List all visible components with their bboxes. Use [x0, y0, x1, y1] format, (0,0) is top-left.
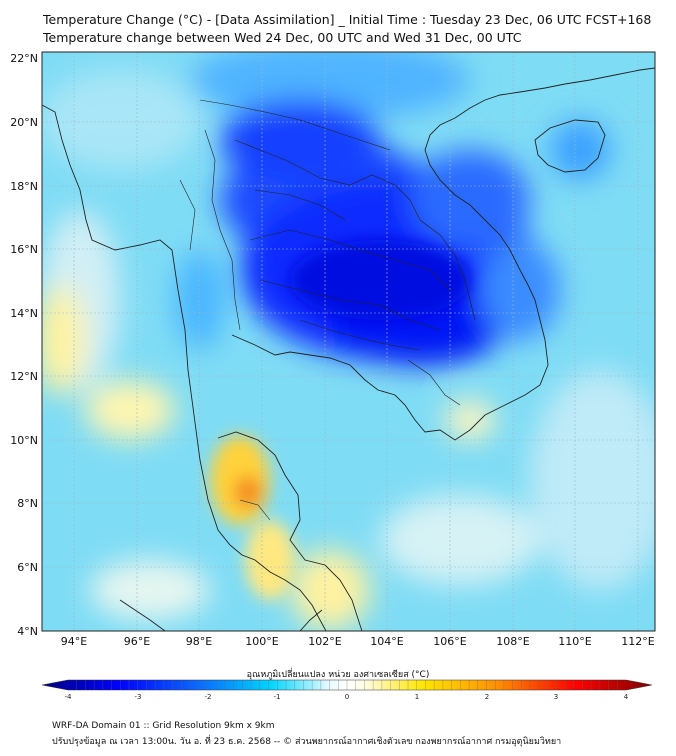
colorbar-tick: -1 — [274, 693, 281, 701]
lat-label: 16°N — [10, 243, 38, 256]
temperature-field — [42, 52, 655, 631]
colorbar-tick: -4 — [65, 693, 73, 701]
colorbar-tick: -3 — [135, 693, 142, 701]
lat-label: 6°N — [17, 561, 38, 574]
colorbar-tick: 2 — [485, 693, 489, 701]
lon-label: 106°E — [433, 635, 466, 648]
lat-label: 4°N — [17, 625, 38, 638]
colorbar-tick: 3 — [554, 693, 558, 701]
lat-label: 20°N — [10, 116, 38, 129]
colorbar: -4 -3 -2 -1 0 1 2 3 4 — [41, 679, 653, 701]
lat-label: 18°N — [10, 180, 38, 193]
footer-credit: ปรับปรุงข้อมูล ณ เวลา 13:00น. วัน อ. ที่… — [52, 737, 562, 747]
country-borders — [179, 99, 476, 521]
lon-label: 96°E — [124, 635, 150, 648]
footer-model-info: WRF-DA Domain 01 :: Grid Resolution 9km … — [52, 721, 275, 731]
longitude-labels: 94°E 96°E 98°E 100°E 102°E 104°E 106°E 1… — [61, 635, 655, 648]
lon-label: 104°E — [370, 635, 403, 648]
lon-label: 94°E — [61, 635, 87, 648]
lon-label: 110°E — [558, 635, 591, 648]
lon-label: 112°E — [621, 635, 654, 648]
lat-label: 14°N — [10, 307, 38, 320]
lon-label: 100°E — [245, 635, 278, 648]
lat-label: 22°N — [10, 52, 38, 65]
lat-label: 10°N — [10, 434, 38, 447]
map-frame — [41, 51, 656, 632]
lon-label: 98°E — [186, 635, 212, 648]
colorbar-title: อุณหภูมิเปลี่ยนแปลง หน่วย องศาเซลเซียส (… — [246, 670, 430, 680]
lat-label: 8°N — [17, 497, 38, 510]
colorbar-tick: 1 — [415, 693, 419, 701]
lon-label: 102°E — [308, 635, 341, 648]
colorbar-tick: 4 — [624, 693, 629, 701]
lat-label: 12°N — [10, 370, 38, 383]
map-subtitle: Temperature change between Wed 24 Dec, 0… — [43, 30, 522, 45]
colorbar-tick: 0 — [345, 693, 349, 701]
coastlines — [42, 67, 655, 631]
map-title: Temperature Change (°C) - [Data Assimila… — [43, 12, 652, 27]
lon-label: 108°E — [496, 635, 529, 648]
latitude-labels: 22°N 20°N 18°N 16°N 14°N 12°N 10°N 8°N 6… — [10, 52, 38, 638]
colorbar-tick: -2 — [205, 693, 212, 701]
gridlines — [42, 52, 655, 631]
